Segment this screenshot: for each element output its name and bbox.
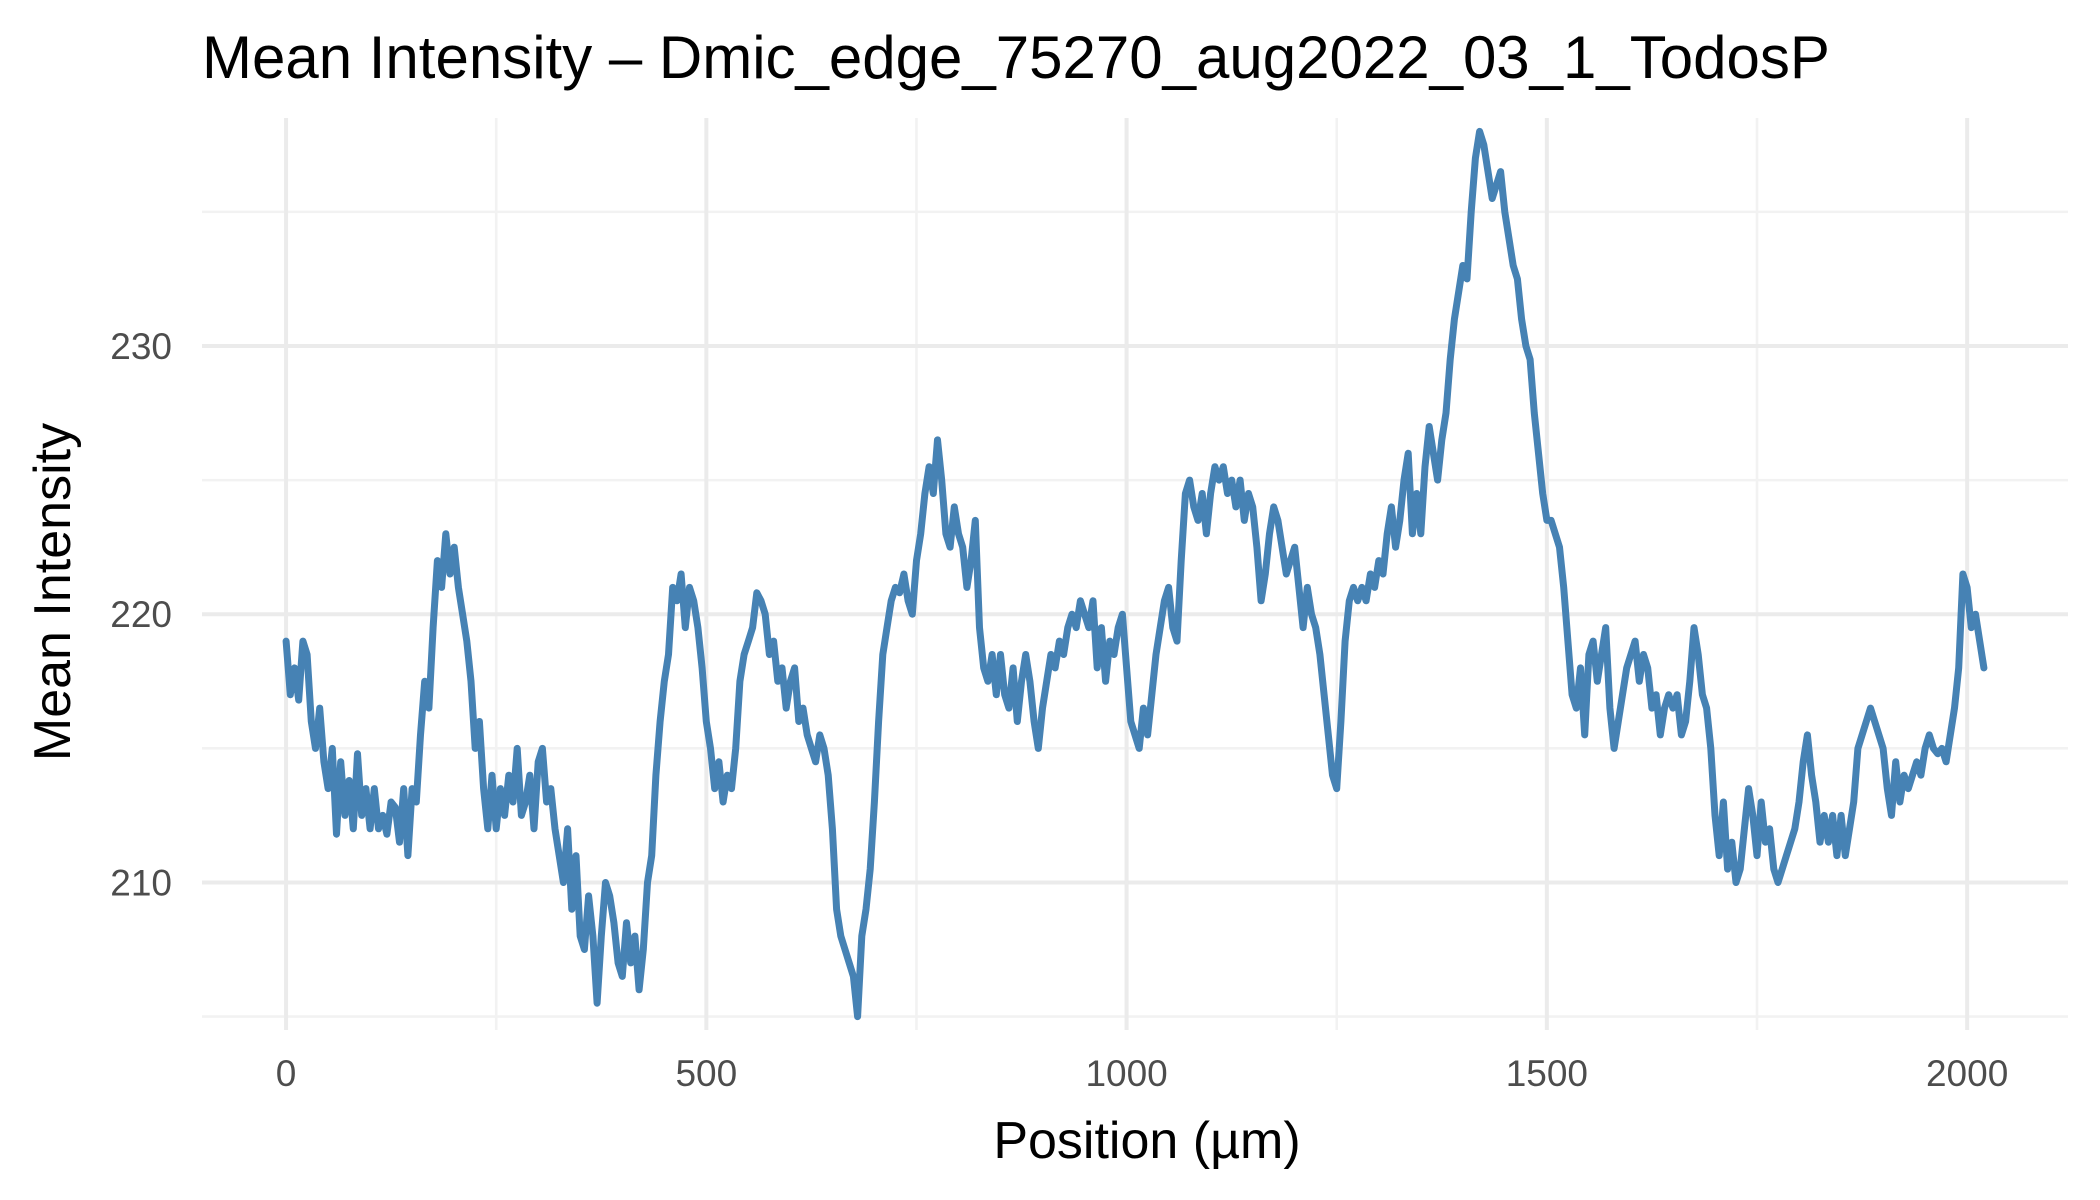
x-tick-label: 2000 — [1926, 1053, 2008, 1094]
tick-labels: 0 500 1000 1500 2000 210 220 230 — [110, 326, 2008, 1094]
series-layer — [282, 127, 1988, 1021]
x-tick-label: 0 — [276, 1053, 297, 1094]
intensity-series-line — [282, 127, 1988, 1021]
chart-title: Mean Intensity – Dmic_edge_75270_aug2022… — [202, 24, 1830, 91]
x-tick-label: 500 — [675, 1053, 737, 1094]
y-axis-title: Mean Intensity — [24, 423, 82, 761]
x-tick-label: 1500 — [1506, 1053, 1588, 1094]
y-tick-label: 210 — [110, 862, 172, 903]
y-tick-label: 230 — [110, 326, 172, 367]
y-tick-label: 220 — [110, 594, 172, 635]
x-axis-title: Position (µm) — [993, 1112, 1300, 1170]
x-tick-label: 1000 — [1085, 1053, 1167, 1094]
grid — [202, 118, 2068, 1030]
